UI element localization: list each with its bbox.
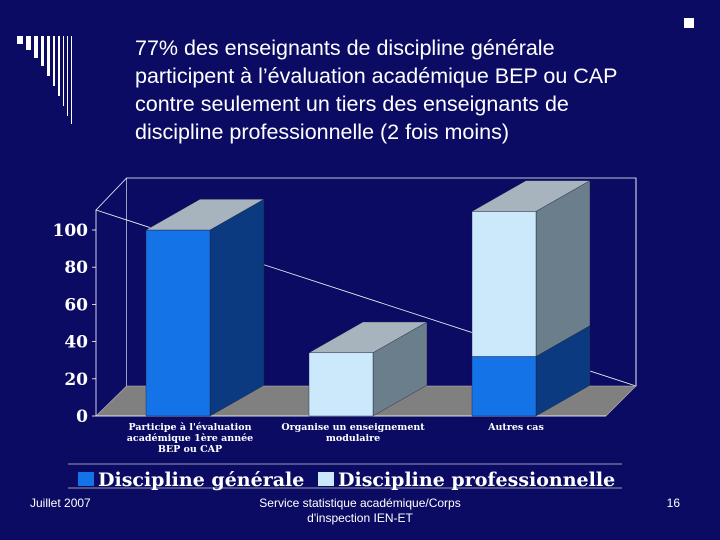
category-label: modulaire (326, 433, 380, 444)
legend-label: Discipline professionnelle (338, 469, 615, 491)
top-right-square (684, 18, 694, 28)
category-label: BEP ou CAP (158, 444, 222, 455)
bar-segment (471, 356, 537, 417)
bar-segment (145, 229, 211, 417)
y-tick-label: 0 (76, 407, 88, 427)
bar-top (471, 180, 591, 212)
legend-label: Discipline générale (98, 469, 304, 491)
legend-swatch (318, 472, 334, 486)
bar-segment (471, 211, 537, 357)
bar-segment (308, 352, 374, 417)
bar-side (209, 198, 265, 417)
category-label: Participe à l'évaluation (128, 422, 251, 433)
category-label: académique 1ère année (127, 433, 253, 444)
decorative-stripes (17, 36, 137, 124)
title-line: discipline professionnelle (2 fois moins… (135, 120, 510, 144)
slide-title: 77% des enseignants de discipline généra… (135, 34, 695, 146)
footer-source-line: d'inspection IEN-ET (307, 511, 413, 525)
title-line: participent à l’évaluation académique BE… (135, 64, 618, 88)
decorative-stripes-graphic (17, 36, 72, 124)
title-line: 77% des enseignants de discipline généra… (135, 36, 555, 60)
y-tick-label: 80 (64, 258, 88, 278)
footer-source-line: Service statistique académique/Corps (259, 496, 461, 510)
page-number: 16 (666, 496, 680, 510)
legend-swatch (78, 472, 94, 486)
title-line: contre seulement un tiers des enseignant… (135, 92, 569, 116)
y-tick-label: 60 (64, 295, 88, 315)
bar-top (308, 321, 428, 353)
category-label: Autres cas (487, 422, 544, 433)
y-tick-label: 20 (64, 370, 88, 390)
y-tick-label: 40 (64, 333, 88, 353)
footer-date: Juillet 2007 (30, 496, 91, 510)
footer-source: Service statistique académique/Corps d'i… (240, 496, 480, 526)
category-label: Organise un enseignement (281, 422, 425, 433)
y-tick-label: 100 (53, 221, 89, 241)
bar-top (145, 198, 265, 231)
